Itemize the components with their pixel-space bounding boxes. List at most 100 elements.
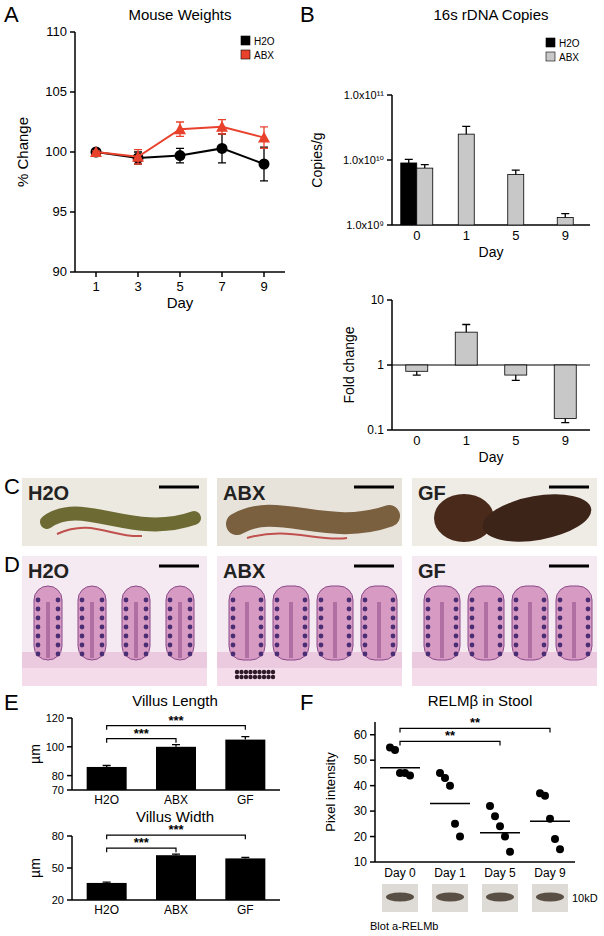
cell <box>248 670 252 674</box>
gut <box>479 487 595 549</box>
nucleus <box>391 625 396 630</box>
nucleus <box>319 634 324 639</box>
y-tick-label: 105 <box>45 84 67 99</box>
y-tick-label: 90 <box>53 264 67 279</box>
nucleus <box>514 616 519 621</box>
nucleus <box>259 643 264 648</box>
y-axis-line <box>374 722 376 862</box>
villus <box>229 586 265 660</box>
cell <box>244 675 248 679</box>
x-tick-label: 7 <box>218 279 225 294</box>
blot-band <box>486 893 514 902</box>
legend-label: H2O <box>559 38 580 49</box>
y-tick-label: 120 <box>46 712 64 724</box>
nucleus <box>275 643 280 648</box>
error-bar <box>413 371 421 375</box>
y-axis-line <box>71 718 73 790</box>
nucleus <box>319 625 324 630</box>
nucleus <box>168 616 173 621</box>
nucleus <box>56 652 61 657</box>
nucleus <box>426 616 431 621</box>
scale-bar <box>354 565 394 568</box>
point <box>90 146 102 157</box>
nucleus <box>168 598 173 603</box>
x-tick-label: 0 <box>413 433 420 448</box>
nucleus <box>542 652 547 657</box>
y-tick <box>370 734 375 736</box>
x-tick-label: ABX <box>164 903 188 917</box>
plot-area <box>406 324 577 422</box>
nucleus <box>586 616 591 621</box>
nucleus <box>454 625 459 630</box>
nucleus <box>498 625 503 630</box>
photo <box>22 478 207 546</box>
x-tick <box>95 272 97 277</box>
nucleus <box>144 616 149 621</box>
error-bar <box>103 766 111 767</box>
error-bar <box>561 214 569 218</box>
error-bar <box>241 857 249 858</box>
bar <box>417 168 433 225</box>
nucleus <box>586 634 591 639</box>
nucleus <box>454 643 459 648</box>
lamina <box>289 602 293 658</box>
y-tick <box>387 94 392 96</box>
lamina <box>134 602 138 658</box>
nucleus <box>363 634 368 639</box>
nucleus <box>558 616 563 621</box>
nucleus <box>56 607 61 612</box>
nucleus <box>498 607 503 612</box>
x-tick-label: Day 1 <box>434 866 466 880</box>
y-tick <box>370 836 375 838</box>
nucleus <box>303 625 308 630</box>
legend-swatch <box>241 36 250 45</box>
nucleus <box>36 607 41 612</box>
x-tick-label: Day 5 <box>484 866 516 880</box>
x-tick-label: ABX <box>164 793 188 807</box>
legend-swatch <box>241 50 250 59</box>
panel-label: E <box>4 690 19 715</box>
x-tick-label: GF <box>237 793 254 807</box>
nucleus <box>363 607 368 612</box>
y-tick-label: 100 <box>46 741 64 753</box>
y-tick-label: 80 <box>52 770 64 782</box>
lamina <box>178 602 182 658</box>
nucleus <box>303 598 308 603</box>
nucleus <box>558 643 563 648</box>
nucleus <box>514 598 519 603</box>
chart-title: 16s rDNA Copies <box>433 6 548 23</box>
lamina <box>528 602 532 658</box>
nucleus <box>558 607 563 612</box>
lamina <box>46 602 50 658</box>
mean-line <box>380 767 420 769</box>
nucleus <box>168 634 173 639</box>
nucleus <box>303 607 308 612</box>
panel-label: B <box>300 2 315 27</box>
point <box>551 835 559 843</box>
y-tick-label: 0.1 <box>367 423 384 437</box>
plot-area <box>87 854 266 900</box>
x-tick-label: 9 <box>260 279 267 294</box>
x-tick-label: Day 9 <box>534 866 566 880</box>
nucleus <box>454 652 459 657</box>
cell <box>262 675 266 679</box>
blot-band <box>386 893 414 902</box>
y-axis-label: Pixel intensity <box>323 752 338 832</box>
nucleus <box>231 607 236 612</box>
nucleus <box>36 616 41 621</box>
nucleus <box>144 652 149 657</box>
villus <box>468 586 504 660</box>
chart-title: RELMβ in Stool <box>428 692 533 709</box>
nucleus <box>231 616 236 621</box>
nucleus <box>319 598 324 603</box>
nucleus <box>259 625 264 630</box>
legend-swatch <box>546 38 555 47</box>
point <box>259 159 270 170</box>
nucleus <box>80 652 85 657</box>
legend-label: ABX <box>559 52 579 63</box>
y-tick <box>67 867 72 869</box>
nucleus <box>275 634 280 639</box>
nucleus <box>498 616 503 621</box>
nucleus <box>454 607 459 612</box>
bar <box>225 858 265 900</box>
